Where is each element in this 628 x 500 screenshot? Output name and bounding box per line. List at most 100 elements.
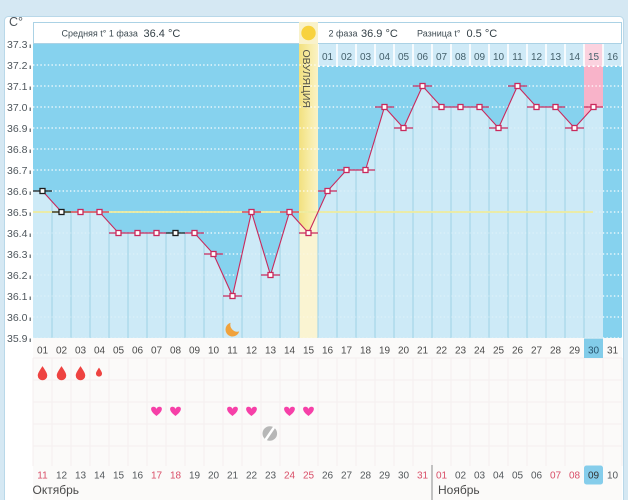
svg-text:30: 30 [398, 471, 410, 482]
svg-text:Октябрь: Октябрь [33, 483, 80, 497]
svg-text:18: 18 [360, 346, 372, 357]
svg-text:23: 23 [265, 471, 277, 482]
svg-text:24: 24 [474, 346, 486, 357]
svg-text:24: 24 [284, 471, 296, 482]
svg-text:05: 05 [113, 346, 125, 357]
svg-text:09: 09 [588, 471, 600, 482]
svg-text:15: 15 [113, 471, 125, 482]
svg-text:15: 15 [303, 346, 315, 357]
svg-text:02: 02 [455, 471, 467, 482]
svg-text:10: 10 [607, 471, 619, 482]
svg-text:22: 22 [436, 346, 448, 357]
svg-text:26: 26 [512, 346, 524, 357]
svg-text:12: 12 [246, 346, 258, 357]
svg-text:28: 28 [360, 471, 372, 482]
svg-text:11: 11 [512, 52, 523, 63]
svg-text:02: 02 [341, 52, 353, 63]
svg-text:12: 12 [531, 52, 543, 63]
svg-text:16: 16 [322, 346, 334, 357]
svg-text:20: 20 [208, 471, 220, 482]
svg-text:16: 16 [132, 471, 144, 482]
svg-text:07: 07 [151, 346, 163, 357]
svg-text:14: 14 [94, 471, 106, 482]
svg-text:03: 03 [474, 471, 486, 482]
svg-text:30: 30 [588, 346, 600, 357]
svg-text:36.8: 36.8 [7, 144, 28, 156]
svg-text:25: 25 [493, 346, 505, 357]
svg-text:27: 27 [341, 471, 353, 482]
svg-text:26: 26 [322, 471, 334, 482]
svg-text:ОВУЛЯЦИЯ: ОВУЛЯЦИЯ [300, 50, 312, 109]
svg-text:02: 02 [56, 346, 68, 357]
svg-text:04: 04 [379, 52, 391, 63]
svg-text:17: 17 [341, 346, 353, 357]
svg-text:05: 05 [398, 52, 410, 63]
svg-text:15: 15 [588, 52, 600, 63]
svg-text:03: 03 [75, 346, 87, 357]
svg-text:27: 27 [531, 346, 543, 357]
svg-text:07: 07 [550, 471, 562, 482]
svg-text:29: 29 [379, 471, 391, 482]
svg-text:10: 10 [208, 346, 220, 357]
svg-text:03: 03 [360, 52, 372, 63]
svg-text:37.2: 37.2 [7, 60, 28, 72]
svg-text:37.3: 37.3 [7, 39, 28, 51]
svg-text:01: 01 [37, 346, 49, 357]
svg-text:28: 28 [550, 346, 562, 357]
svg-text:10: 10 [493, 52, 505, 63]
svg-text:11: 11 [37, 471, 48, 482]
svg-text:19: 19 [189, 471, 201, 482]
svg-text:13: 13 [550, 52, 562, 63]
svg-text:05: 05 [512, 471, 524, 482]
svg-text:36.6: 36.6 [7, 186, 28, 198]
svg-text:17: 17 [151, 471, 163, 482]
svg-text:11: 11 [227, 346, 238, 357]
svg-text:36.2: 36.2 [7, 270, 28, 282]
svg-text:29: 29 [569, 346, 581, 357]
svg-text:06: 06 [531, 471, 543, 482]
svg-text:36.1: 36.1 [7, 291, 28, 303]
svg-text:2 фаза: 2 фаза [329, 29, 358, 39]
svg-text:Разница t°: Разница t° [417, 29, 461, 39]
svg-text:25: 25 [303, 471, 315, 482]
svg-text:36.9: 36.9 [7, 123, 28, 135]
svg-text:36.4 °C: 36.4 °C [144, 28, 181, 40]
svg-text:36.5: 36.5 [7, 207, 28, 219]
svg-text:06: 06 [417, 52, 429, 63]
svg-text:14: 14 [284, 346, 296, 357]
svg-text:36.3: 36.3 [7, 249, 28, 261]
svg-text:08: 08 [569, 471, 581, 482]
svg-text:21: 21 [227, 471, 239, 482]
svg-text:01: 01 [322, 52, 334, 63]
svg-text:14: 14 [569, 52, 581, 63]
svg-text:31: 31 [607, 346, 619, 357]
svg-text:04: 04 [493, 471, 505, 482]
svg-text:36.9 °C: 36.9 °C [361, 28, 398, 40]
svg-text:37.0: 37.0 [7, 102, 28, 114]
svg-text:35.9: 35.9 [7, 333, 28, 345]
svg-text:Средняя t° 1 фаза: Средняя t° 1 фаза [62, 29, 138, 39]
svg-text:0.5 °C: 0.5 °C [467, 28, 498, 40]
svg-text:08: 08 [455, 52, 467, 63]
svg-text:22: 22 [246, 471, 258, 482]
svg-text:36.0: 36.0 [7, 312, 28, 324]
svg-text:01: 01 [436, 471, 448, 482]
svg-text:36.4: 36.4 [7, 228, 28, 240]
svg-text:C°: C° [9, 15, 23, 29]
svg-text:08: 08 [170, 346, 182, 357]
svg-text:09: 09 [189, 346, 201, 357]
svg-text:36.7: 36.7 [7, 165, 28, 177]
svg-text:37.1: 37.1 [7, 81, 28, 93]
svg-text:21: 21 [417, 346, 429, 357]
svg-text:18: 18 [170, 471, 182, 482]
svg-text:13: 13 [75, 471, 87, 482]
svg-text:13: 13 [265, 346, 277, 357]
svg-text:09: 09 [474, 52, 486, 63]
svg-text:12: 12 [56, 471, 68, 482]
svg-text:07: 07 [436, 52, 448, 63]
svg-text:06: 06 [132, 346, 144, 357]
svg-text:31: 31 [417, 471, 429, 482]
svg-text:19: 19 [379, 346, 391, 357]
svg-text:23: 23 [455, 346, 467, 357]
svg-text:16: 16 [607, 52, 619, 63]
